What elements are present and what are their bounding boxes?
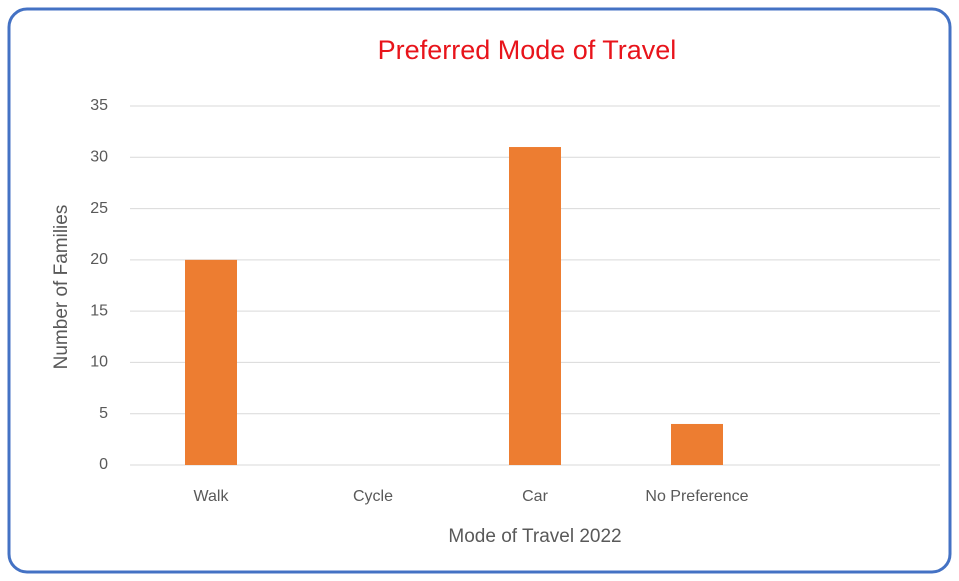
y-tick-label: 25	[90, 200, 108, 217]
chart-border	[7, 7, 952, 574]
bar	[671, 423, 723, 465]
x-tick-label: Walk	[194, 488, 230, 505]
y-tick-label: 0	[99, 456, 108, 473]
y-tick-label: 30	[90, 149, 108, 166]
x-tick-label: Cycle	[353, 488, 393, 505]
chart-title: Preferred Mode of Travel	[378, 35, 677, 65]
y-tick-label: 10	[90, 354, 108, 371]
x-axis-title: Mode of Travel 2022	[448, 526, 621, 547]
y-tick-label: 15	[90, 302, 108, 319]
y-tick-label: 20	[90, 251, 108, 268]
x-tick-label: Car	[522, 488, 548, 505]
y-tick-label: 5	[99, 405, 108, 422]
bar	[185, 259, 237, 465]
x-tick-label: No Preference	[645, 488, 748, 505]
y-tick-label: 35	[90, 97, 108, 114]
bar	[509, 147, 561, 465]
y-axis-title: Number of Families	[51, 205, 72, 370]
